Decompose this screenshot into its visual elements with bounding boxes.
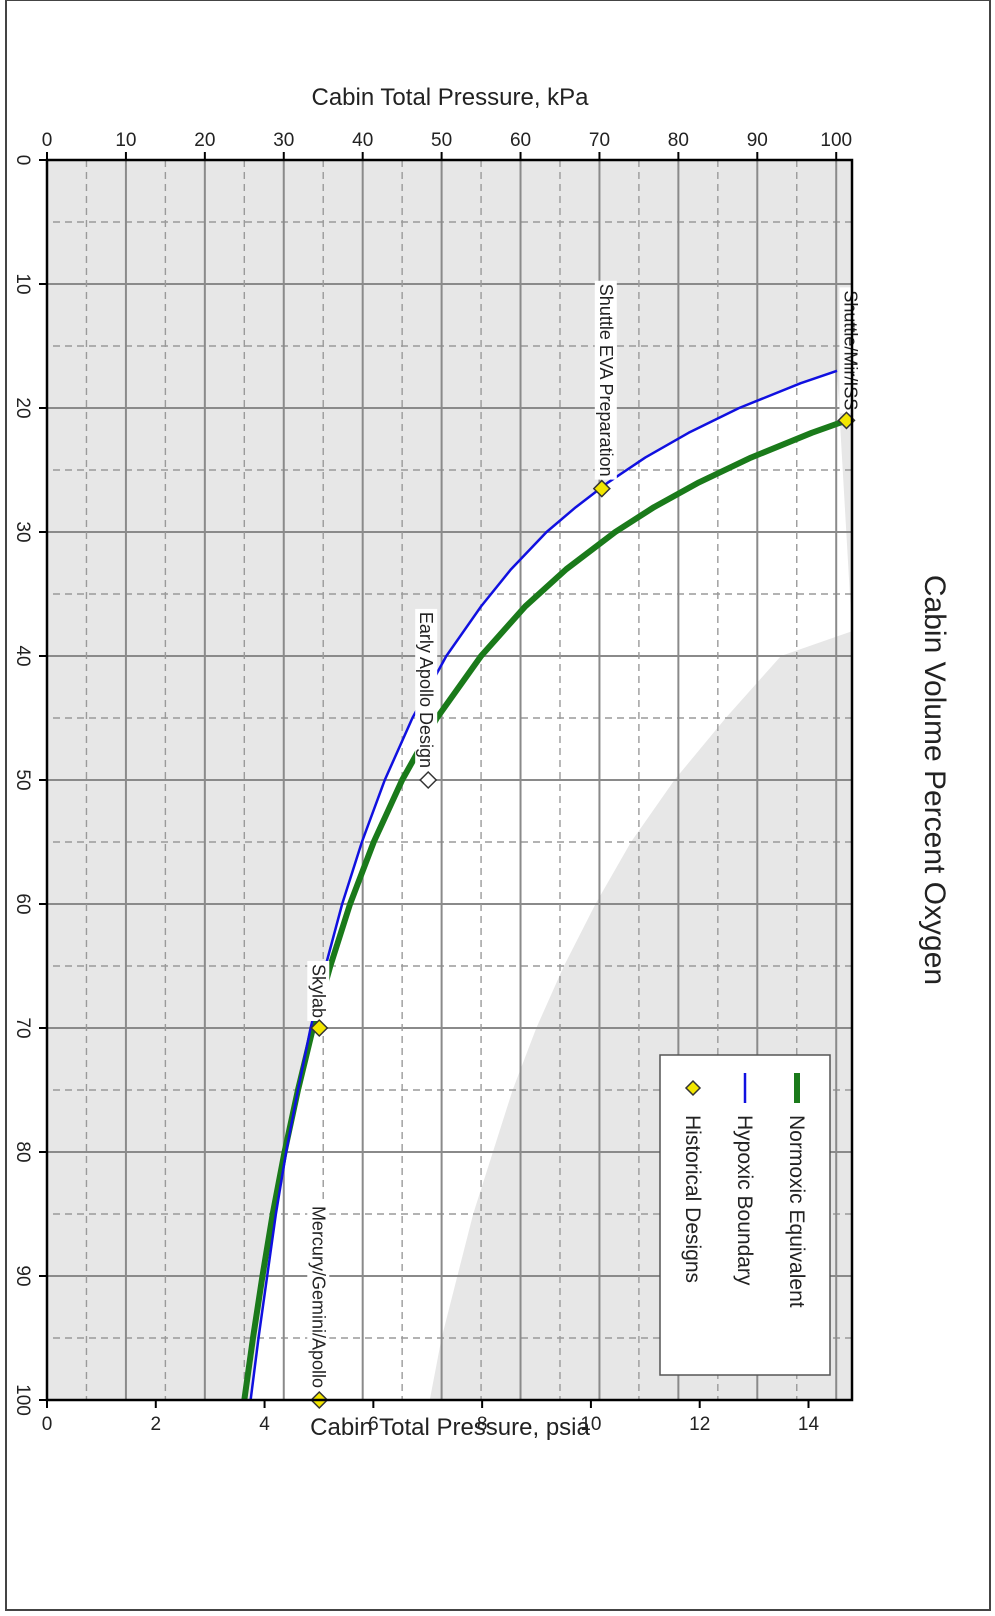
y-tick-label: 70 — [589, 130, 610, 151]
x-tick-label: 60 — [12, 893, 33, 914]
x-tick-label: 10 — [12, 273, 33, 294]
y2-tick-label: 6 — [368, 1414, 379, 1435]
legend — [659, 1054, 831, 1376]
y-tick-label: 30 — [273, 130, 294, 151]
y2-axis-title: Cabin Total Pressure, psia — [310, 1414, 590, 1441]
y2-tick-label: 14 — [798, 1414, 820, 1435]
y2-tick-label: 2 — [150, 1414, 161, 1435]
y-tick-label: 60 — [510, 130, 531, 151]
point-label-bg — [594, 280, 617, 480]
point-label: Mercury/Gemini/Apollo — [308, 1206, 328, 1388]
y2-tick-label: 4 — [259, 1414, 270, 1435]
x-tick-label: 90 — [12, 1265, 33, 1286]
x-tick-label: 100 — [12, 1384, 33, 1416]
series-line-hypoxic — [249, 369, 838, 1401]
point-label: Shuttle EVA Preparation — [596, 284, 616, 477]
point-marker — [310, 1018, 329, 1038]
legend-label: Historical Designs — [681, 1115, 704, 1283]
design-points: Shuttle/Mir/ISS Shuttle EVA Preparation Ea… — [307, 280, 862, 1410]
legend-label: Hypoxic Boundary — [733, 1115, 756, 1286]
x-tick-label: 50 — [12, 769, 33, 790]
unshaded-band — [250, 370, 852, 1400]
legend-box — [659, 1054, 831, 1376]
y-tick-label: 80 — [668, 130, 689, 151]
point-label: Skylab — [308, 964, 328, 1018]
x-tick-label: 20 — [12, 397, 33, 418]
x-axis-title: Cabin Volume Percent Oxygen — [918, 575, 951, 985]
y-tick-label: 10 — [115, 130, 136, 151]
x-axis-ticks: 0 10 20 30 40 50 60 70 80 90 100 — [12, 155, 47, 1416]
point-label-bg — [839, 287, 862, 414]
y-axis-title: Cabin Total Pressure, kPa — [311, 84, 589, 111]
x-tick-label: 30 — [12, 521, 33, 542]
legend-label: Normoxic Equivalent — [785, 1115, 808, 1308]
series-layer — [241, 369, 848, 1401]
point-label: Early Apollo Design — [416, 612, 436, 768]
x-tick-label: 70 — [12, 1017, 33, 1038]
point-marker — [837, 411, 856, 430]
y2-tick-label: 8 — [477, 1414, 488, 1435]
y-tick-label: 20 — [194, 130, 215, 151]
x-tick-label: 0 — [12, 155, 33, 166]
y-tick-label: 50 — [431, 130, 452, 151]
x-tick-label: 80 — [12, 1141, 33, 1162]
y-tick-label: 90 — [747, 130, 768, 151]
y-axis-ticks: 0 10 20 30 40 50 60 70 80 90 100 — [42, 130, 852, 160]
y2-axis-ticks: 0 2 4 6 8 10 12 14 — [42, 1400, 820, 1435]
y-tick-label: 40 — [352, 130, 373, 151]
point-label-bg — [307, 1202, 330, 1391]
x-tick-label: 40 — [12, 645, 33, 666]
point-label: Shuttle/Mir/ISS — [840, 290, 860, 410]
legend-swatch-historical — [684, 1079, 702, 1097]
point-label-bg — [415, 608, 438, 771]
legend-items: Normoxic Equivalent Hypoxic Boundary Histo… — [681, 1073, 808, 1308]
y2-tick-label: 0 — [42, 1414, 53, 1435]
series-line-normoxic — [241, 417, 848, 1401]
y-tick-label: 100 — [820, 130, 852, 151]
point-marker — [592, 479, 611, 498]
point-marker — [419, 770, 438, 790]
point-label-bg — [307, 960, 330, 1021]
y2-tick-label: 12 — [689, 1414, 710, 1435]
y-tick-label: 0 — [42, 130, 53, 151]
y2-tick-label: 10 — [580, 1414, 601, 1435]
